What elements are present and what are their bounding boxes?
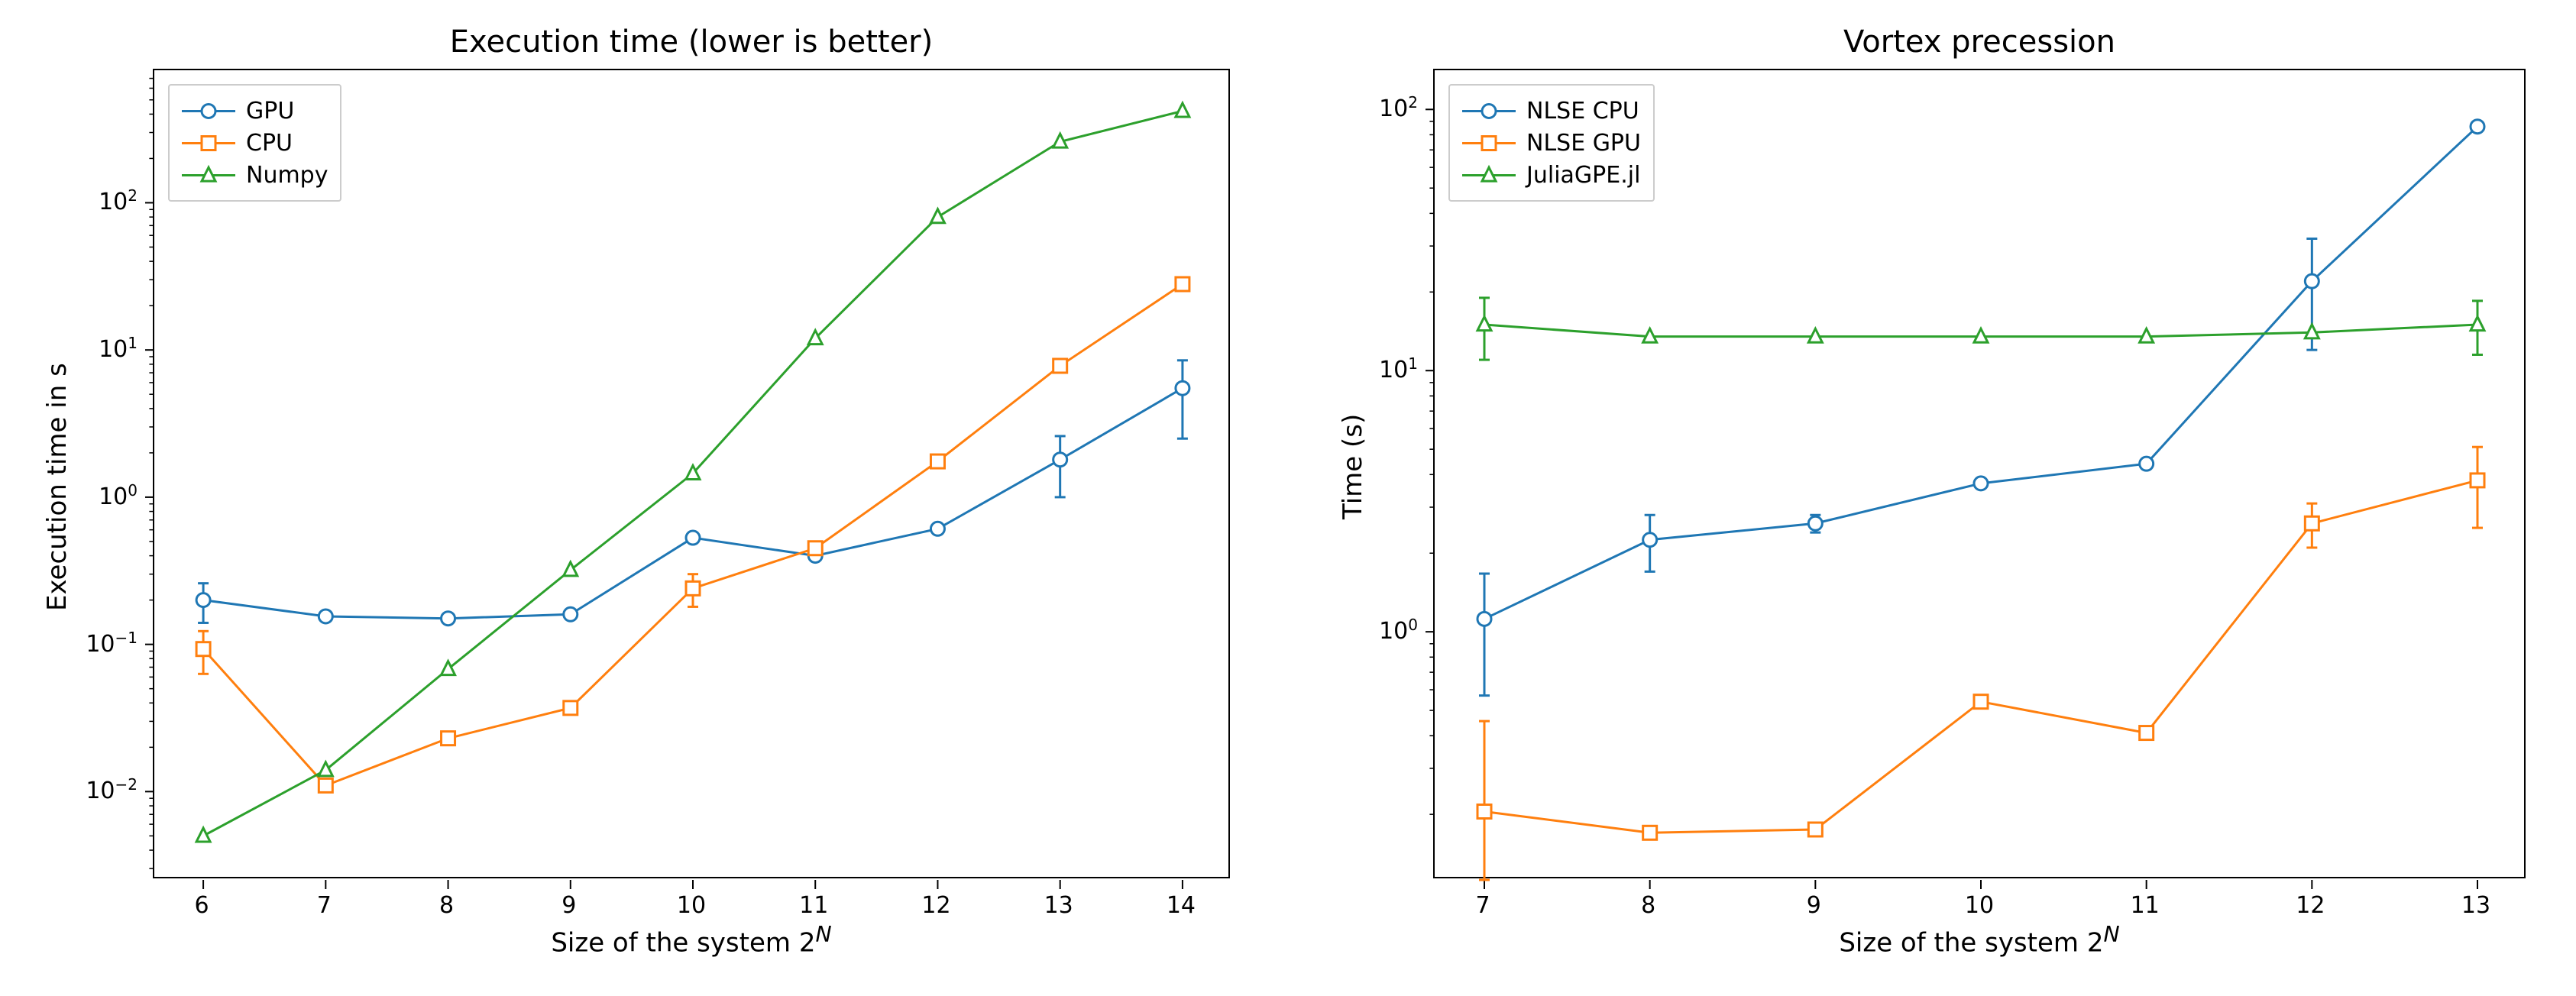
right-title: Vortex precession xyxy=(1435,24,2524,60)
xtick-label: 8 xyxy=(1641,892,1655,919)
xtick-label: 9 xyxy=(1807,892,1821,919)
ytick-label: 10−1 xyxy=(86,629,138,658)
figure: Execution time (lower is better) GPU CPU N… xyxy=(0,0,2576,996)
left-plot-area: Execution time (lower is better) GPUCPUN… xyxy=(153,69,1230,878)
xtick-label: 7 xyxy=(317,892,332,919)
ytick-label: 10−2 xyxy=(86,775,138,804)
xtick-label: 13 xyxy=(1044,892,1073,919)
ytick-label: 100 xyxy=(1379,616,1418,645)
right-xlabel: Size of the system 2N xyxy=(1433,922,2526,958)
left-ylabel: Execution time in s xyxy=(42,363,73,611)
ytick-label: 102 xyxy=(1379,93,1418,122)
right-panel: Vortex precession NLSE CPU NLSE GPU JuliaG… xyxy=(1288,0,2576,996)
xtick-label: 12 xyxy=(2296,892,2325,919)
legend-label: GPU xyxy=(246,98,294,124)
right-plot-area: Vortex precession NLSE CPUNLSE GPUJuliaG… xyxy=(1433,69,2526,878)
xtick-label: 11 xyxy=(799,892,828,919)
xtick-label: 14 xyxy=(1167,892,1196,919)
left-xlabel: Size of the system 2N xyxy=(153,922,1230,958)
legend-item-nlse_cpu: NLSE CPU xyxy=(1462,95,1641,127)
legend-label: Numpy xyxy=(246,162,328,189)
legend-item-numpy: Numpy xyxy=(182,159,328,191)
legend-label: CPU xyxy=(246,130,293,157)
legend-item-cpu: CPU xyxy=(182,127,328,159)
right-legend: NLSE CPU NLSE GPU JuliaGPE.jl xyxy=(1448,84,1655,202)
xtick-label: 12 xyxy=(921,892,950,919)
left-panel: Execution time (lower is better) GPU CPU N… xyxy=(0,0,1288,996)
legend-label: JuliaGPE.jl xyxy=(1526,162,1640,189)
xtick-label: 10 xyxy=(677,892,706,919)
xtick-label: 13 xyxy=(2461,892,2490,919)
ytick-label: 100 xyxy=(99,481,138,510)
ytick-label: 101 xyxy=(1379,354,1418,383)
legend-item-julia: JuliaGPE.jl xyxy=(1462,159,1641,191)
xtick-label: 8 xyxy=(439,892,454,919)
right-ylabel: Time (s) xyxy=(1338,414,1368,519)
xtick-label: 9 xyxy=(561,892,576,919)
xtick-label: 10 xyxy=(1965,892,1994,919)
legend-item-gpu: GPU xyxy=(182,95,328,127)
legend-label: NLSE CPU xyxy=(1526,98,1639,124)
legend-label: NLSE GPU xyxy=(1526,130,1641,157)
xtick-label: 7 xyxy=(1475,892,1490,919)
left-legend: GPU CPU Numpy xyxy=(168,84,341,202)
ytick-label: 102 xyxy=(99,186,138,215)
xtick-label: 11 xyxy=(2131,892,2160,919)
xtick-label: 6 xyxy=(195,892,209,919)
left-title: Execution time (lower is better) xyxy=(154,24,1228,60)
ytick-label: 101 xyxy=(99,334,138,363)
legend-item-nlse_gpu: NLSE GPU xyxy=(1462,127,1641,159)
